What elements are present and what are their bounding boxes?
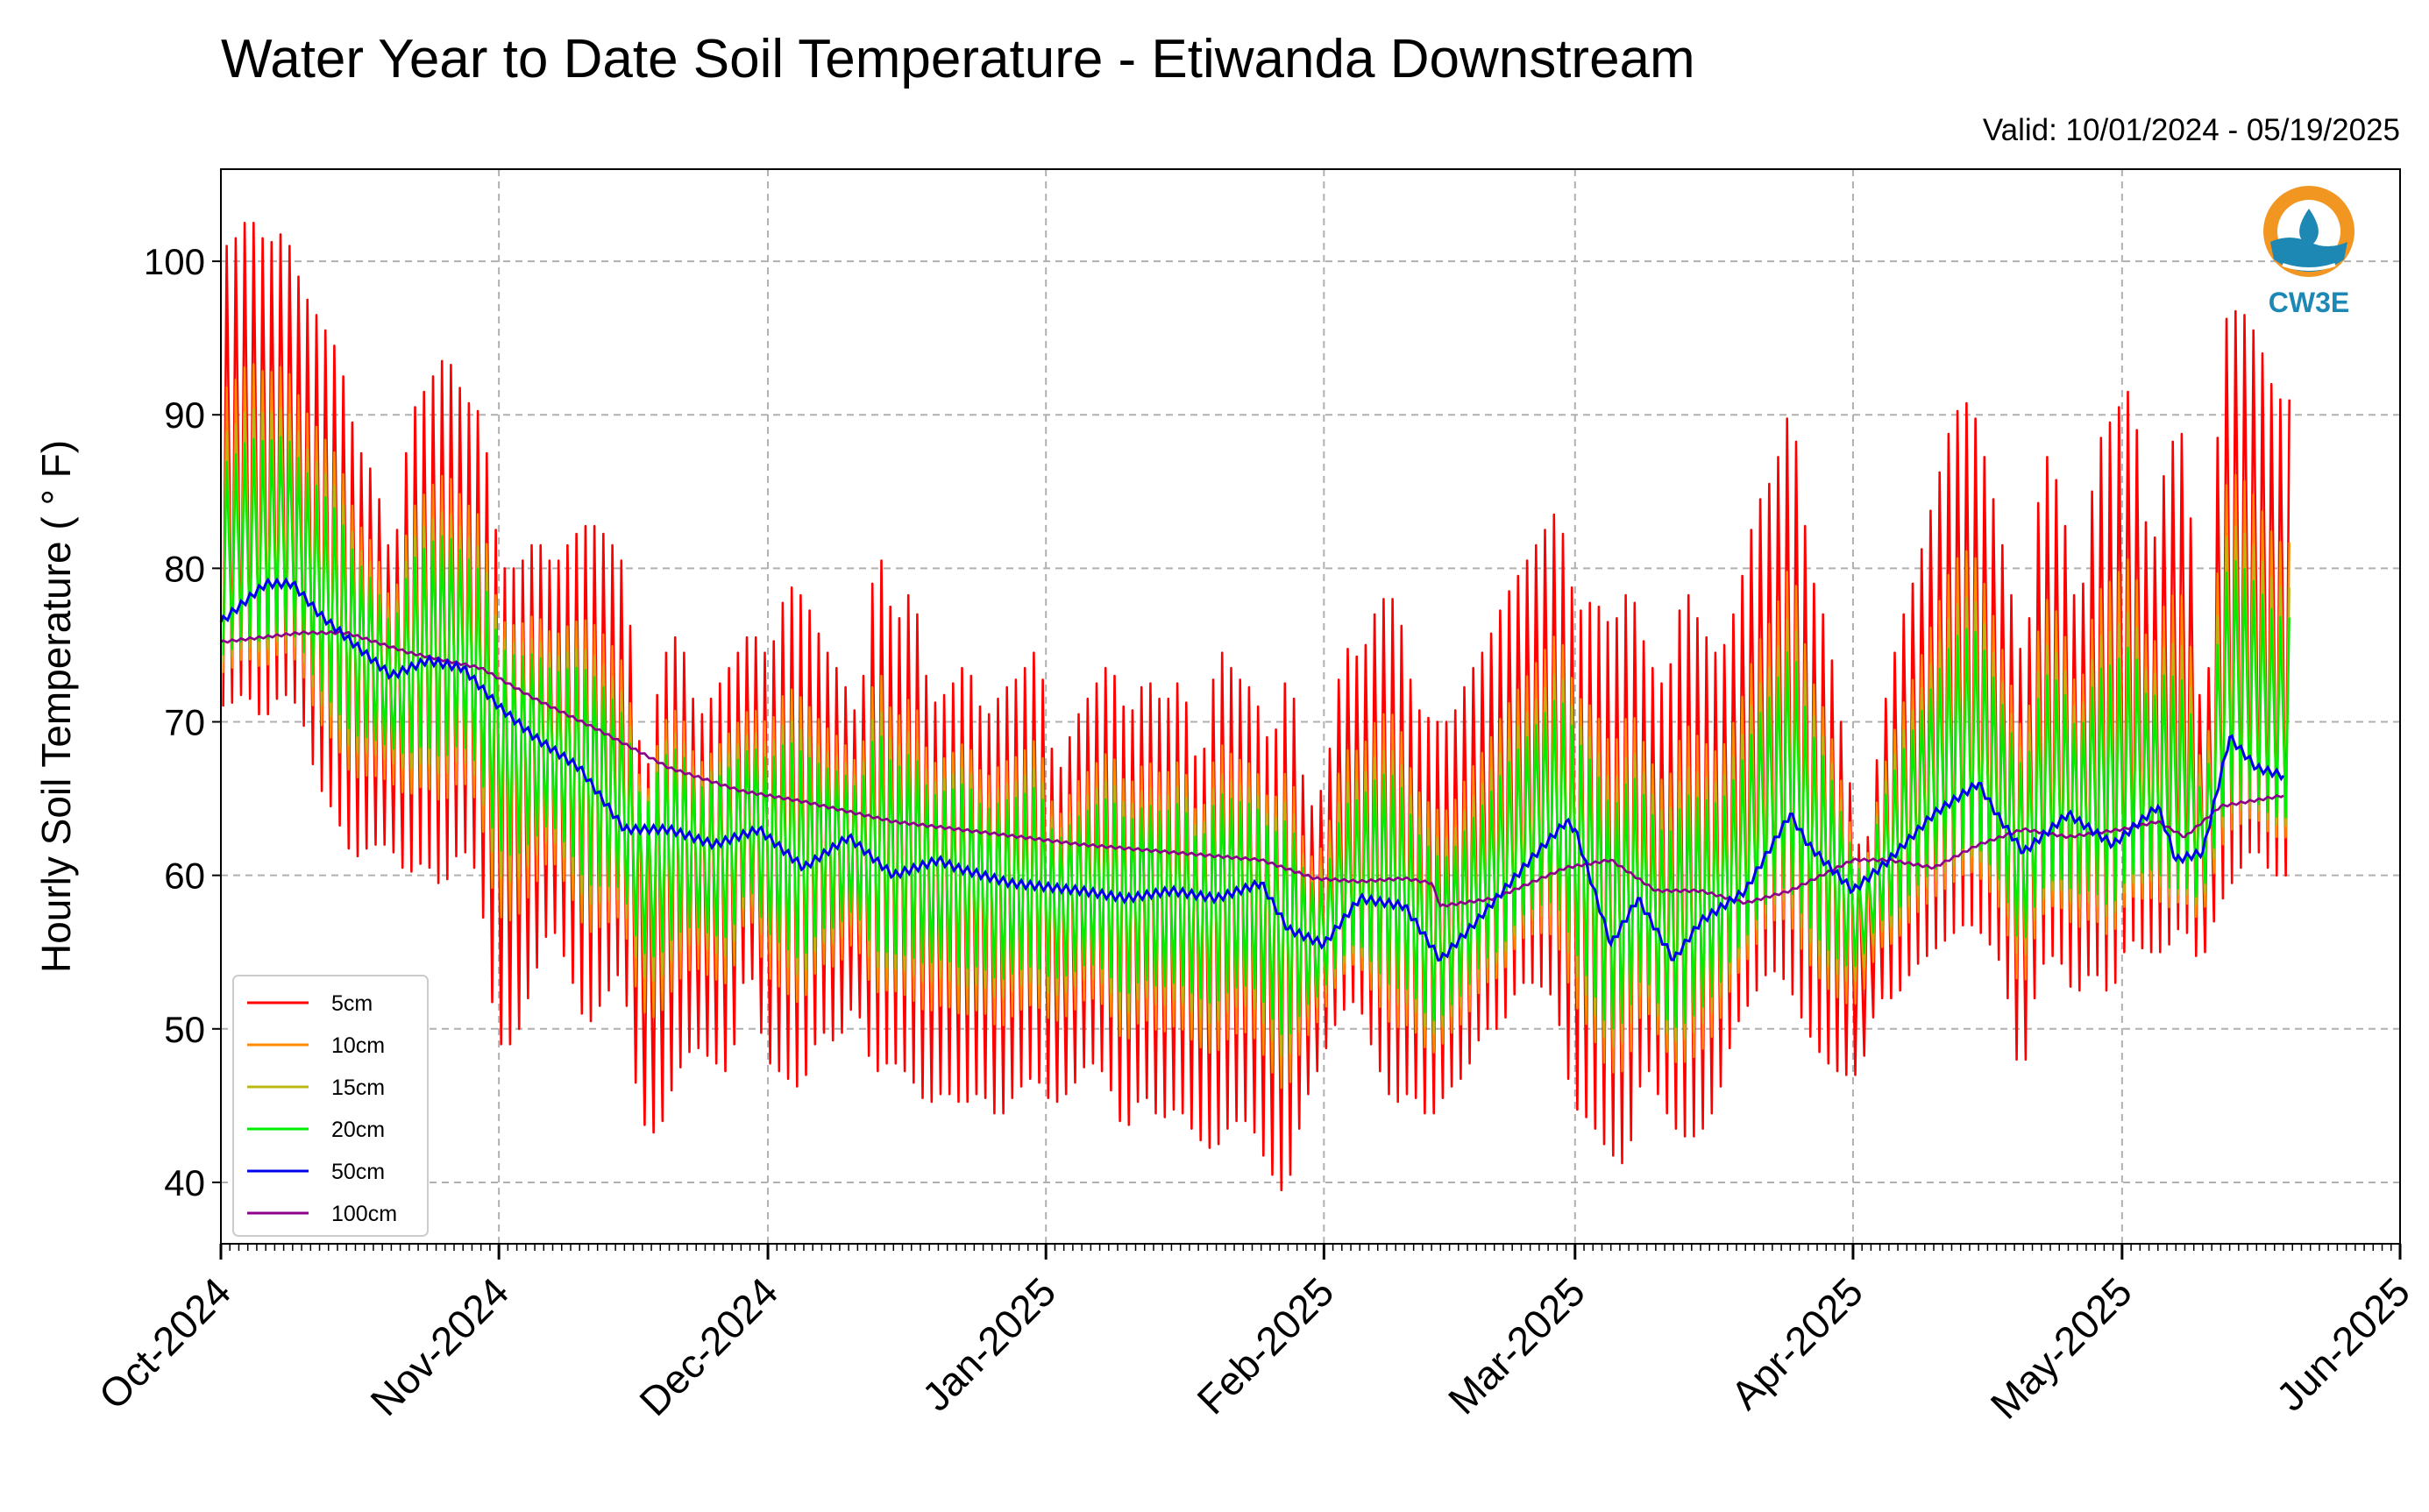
y-tick-label: 60 (164, 855, 205, 897)
y-tick-label: 50 (164, 1009, 205, 1050)
y-tick-label: 70 (164, 702, 205, 743)
data-series (219, 222, 2291, 1191)
x-tick-label: Oct-2024 (90, 1268, 240, 1418)
legend-box (232, 975, 429, 1237)
x-tick-label: Jan-2025 (913, 1268, 1064, 1419)
x-tick-label: May-2025 (1982, 1268, 2141, 1427)
y-tick-label: 80 (164, 548, 205, 589)
water-drop-sun-icon (2263, 186, 2354, 277)
x-tick-label: Jun-2025 (2268, 1268, 2418, 1419)
series-line-100cm (220, 630, 2284, 908)
logo-text: CW3E (2269, 287, 2349, 318)
legend: 5cm 10cm 15cm 20cm 50cm 100cm (232, 975, 429, 1237)
legend-label-100cm: 100cm (331, 1202, 397, 1226)
legend-label-10cm: 10cm (331, 1033, 385, 1058)
x-tick-label: Mar-2025 (1439, 1268, 1594, 1423)
x-tick-label: Dec-2024 (630, 1268, 786, 1424)
x-tick-label: Apr-2025 (1722, 1268, 1871, 1418)
y-tick-label: 100 (144, 241, 205, 282)
y-tick-label: 40 (164, 1162, 205, 1203)
series-line-20cm (222, 436, 2291, 1036)
cw3e-logo: CW3E (2263, 186, 2354, 318)
x-tick-label: Feb-2025 (1188, 1268, 1342, 1423)
x-tick-label: Nov-2024 (361, 1268, 517, 1424)
plot-frame (220, 168, 2401, 1245)
chart-title: Water Year to Date Soil Temperature - Et… (221, 29, 1695, 89)
legend-label-50cm: 50cm (331, 1160, 385, 1184)
y-tick-label: 90 (164, 394, 205, 436)
legend-label-20cm: 20cm (331, 1118, 385, 1142)
legend-label-15cm: 15cm (331, 1075, 385, 1100)
chart-subtitle: Valid: 10/01/2024 - 05/19/2025 (1983, 113, 2400, 147)
y-axis-label: Hourly Soil Temperature ( ° F) (33, 440, 79, 973)
series-line-50cm (219, 577, 2285, 962)
legend-label-5cm: 5cm (331, 991, 373, 1016)
